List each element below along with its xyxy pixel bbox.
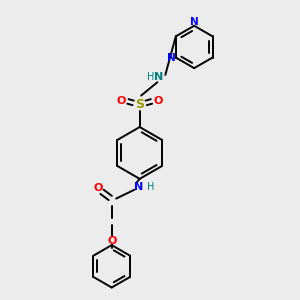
Text: O: O — [107, 236, 116, 246]
Text: S: S — [135, 98, 144, 111]
Text: H: H — [147, 72, 154, 82]
Text: O: O — [153, 96, 163, 106]
Text: O: O — [94, 183, 103, 193]
Text: N: N — [167, 52, 176, 62]
Text: O: O — [117, 96, 126, 106]
Text: H: H — [147, 182, 155, 192]
Text: N: N — [190, 17, 199, 27]
Text: N: N — [134, 182, 143, 192]
Text: N: N — [154, 72, 164, 82]
